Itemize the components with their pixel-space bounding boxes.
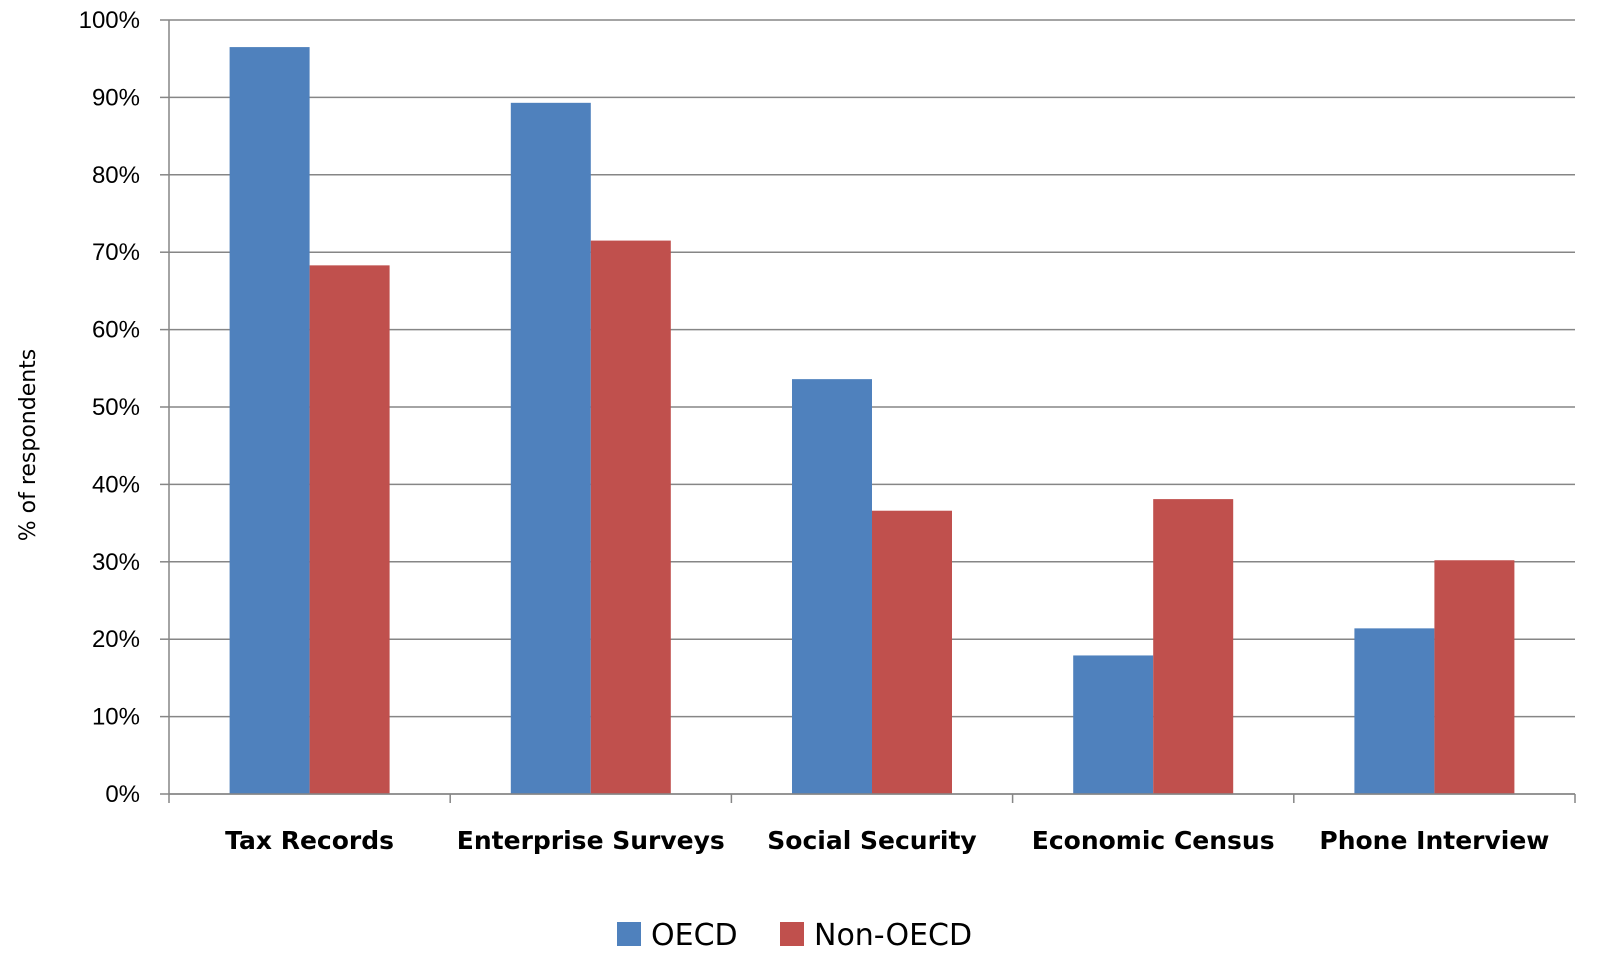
y-axis-title: % of respondents — [16, 349, 41, 542]
y-tick-label: 40% — [92, 471, 140, 498]
bar-oecd-1 — [229, 47, 310, 794]
y-tick-label: 80% — [92, 162, 140, 189]
y-tick-label: 100% — [79, 7, 140, 34]
x-category-label: Phone Interview — [1319, 826, 1549, 855]
bar-non-oecd-1 — [309, 265, 390, 794]
legend-swatch — [780, 922, 804, 946]
bar-oecd-5 — [1354, 628, 1435, 794]
y-tick-label: 50% — [92, 394, 140, 421]
y-tick-label: 10% — [92, 704, 140, 731]
bar-oecd-4 — [1073, 655, 1154, 794]
y-tick-label: 0% — [105, 781, 140, 808]
bar-non-oecd-4 — [1153, 499, 1234, 794]
bar-non-oecd-3 — [872, 510, 952, 794]
y-tick-label: 60% — [92, 317, 140, 344]
legend-item-oecd: OECD — [617, 918, 738, 953]
legend-item-non-oecd: Non-OECD — [780, 918, 972, 953]
y-tick-label: 70% — [92, 239, 140, 266]
y-tick-label: 90% — [92, 84, 140, 111]
legend-label: Non-OECD — [814, 918, 972, 953]
bar-oecd-3 — [792, 379, 872, 794]
x-category-labels: Tax Records Enterprise Surveys Social Secu… — [225, 826, 1549, 855]
y-tick-label: 30% — [92, 549, 140, 576]
bar-non-oecd-2 — [590, 240, 671, 795]
x-category-label: Enterprise Surveys — [457, 826, 725, 855]
bars — [229, 47, 1515, 795]
legend: OECD Non-OECD — [617, 918, 972, 953]
legend-label: OECD — [651, 918, 738, 953]
bar-oecd-2 — [510, 102, 591, 795]
x-category-label: Social Security — [767, 826, 976, 855]
axes — [168, 20, 1576, 803]
y-tick-labels: 0% 10% 20% 30% 40% 50% 60% 70% 80% 90% 100% — [79, 7, 140, 808]
x-category-label: Tax Records — [225, 826, 394, 855]
legend-swatch — [617, 922, 641, 946]
y-tick-label: 20% — [92, 626, 140, 653]
bar-non-oecd-5 — [1434, 560, 1515, 794]
x-category-label: Economic Census — [1032, 826, 1275, 855]
